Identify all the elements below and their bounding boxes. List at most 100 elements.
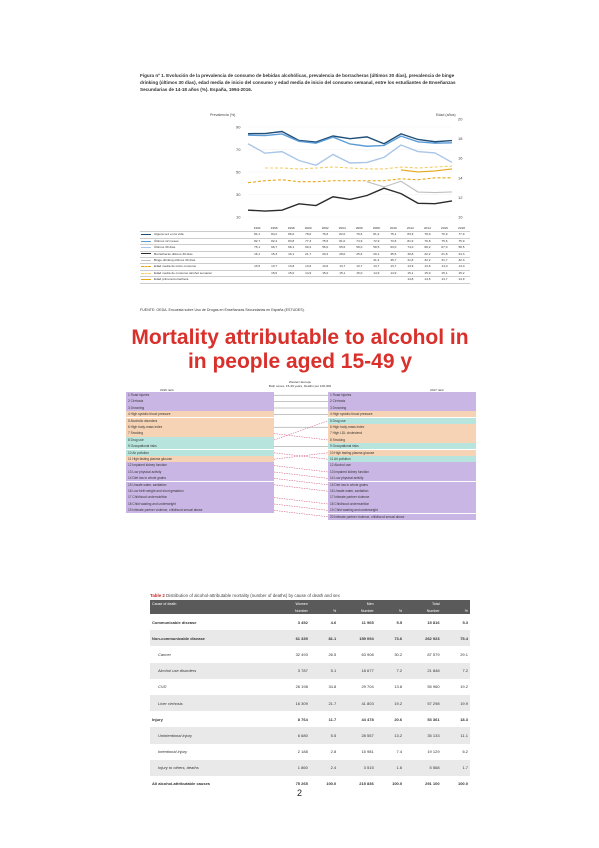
value-cell: 32,2 <box>418 257 436 265</box>
value-cell: 81,9 <box>401 238 419 246</box>
value-cell: 13,6 <box>316 263 334 271</box>
rank-connector <box>273 420 329 441</box>
left-rank-item: 16 Low birth weight and short gestation <box>126 488 274 495</box>
value-cell: 15,1 <box>435 270 453 278</box>
value-cell: 14,6 <box>418 276 436 284</box>
value-cell: 159 094 <box>338 630 376 647</box>
series-line <box>247 187 453 212</box>
row-label: Non-communicable disease <box>150 630 276 647</box>
value-cell <box>282 257 300 265</box>
value-cell <box>299 276 317 284</box>
value-cell: 2.8 <box>330 749 337 755</box>
value-cell: 13,5 <box>248 263 266 271</box>
value-cell: 215 836 <box>359 781 374 787</box>
year-cell: 2014 <box>418 226 436 233</box>
header-cell: Women <box>275 600 310 607</box>
table-row: Injury 8 764 11.7 44 478 20.6 53 361 18.3 <box>150 711 470 727</box>
value-cell: 28,0 <box>333 251 351 259</box>
value-cell: 35,6 <box>384 251 402 259</box>
left-tick-label: 50 <box>236 170 241 175</box>
rank-connector <box>273 484 329 492</box>
year-cell: 1994 <box>248 226 266 233</box>
value-cell: 14,7 <box>435 276 453 284</box>
value-cell: 73.6 <box>375 630 405 647</box>
value-cell: 78,0 <box>299 231 317 239</box>
year-cell: 2004 <box>333 226 351 233</box>
value-cell: 75,1 <box>248 244 266 252</box>
figure-2-subtitle1: Western Europe <box>288 380 312 384</box>
legend-swatch <box>141 259 151 261</box>
value-cell: 5 568 <box>404 759 442 776</box>
right-axis-label: Edad (años) <box>436 113 456 117</box>
rank-connector <box>273 510 329 518</box>
header-cell: Number <box>275 607 310 614</box>
value-cell <box>265 257 283 265</box>
value-cell: 15,1 <box>333 270 351 278</box>
header-cell: Number <box>338 607 376 614</box>
value-cell: 81,0 <box>333 238 351 246</box>
series-line <box>247 177 452 184</box>
left-rank-item: 7 Smoking <box>126 430 274 437</box>
value-cell <box>265 276 283 284</box>
value-cell: 20.6 <box>394 716 403 722</box>
table-row: Non-communicable disease 61 339 81.1 159 09… <box>150 630 470 647</box>
rank-connectors <box>273 394 329 518</box>
series-line <box>400 168 453 173</box>
value-cell: 83,8 <box>282 238 300 246</box>
right-rank-item: 9 Occupational risks <box>328 443 476 450</box>
value-cell <box>333 257 351 265</box>
value-cell: 14,0 <box>452 263 470 271</box>
row-label: CVD <box>158 684 167 690</box>
value-cell: 19.2 <box>375 694 405 712</box>
value-cell: 77,3 <box>299 238 317 246</box>
table-row: Communicable disease 3 452 4.6 11 965 5.5 15 … <box>150 614 470 630</box>
table-row: Edad media de inicio consumo 13,5 13,7 13,8… <box>140 263 470 271</box>
right-rank-item: 8 Smoking <box>328 436 476 443</box>
value-cell <box>282 276 300 284</box>
header-cell: % <box>375 607 405 614</box>
row-label: Liver cirrhosis <box>150 694 276 712</box>
row-label: Cancer <box>158 651 171 657</box>
series-label: Últimos 12 meses <box>154 238 179 243</box>
year-cell: 2012 <box>401 226 419 233</box>
value-cell: 7.2 <box>375 662 405 679</box>
value-cell: 16,1 <box>282 251 300 259</box>
value-cell: 5.1 <box>309 662 339 679</box>
right-tick-label: 12 <box>458 195 463 200</box>
table-row: Liver cirrhosis 16 309 21.7 41 803 19.2 57 29… <box>150 694 470 712</box>
left-rank-item: 12 Impaired kidney function <box>126 462 274 469</box>
table-row: Borracheras últimos 30 días 16,1 15,3 16,1 2… <box>140 251 470 259</box>
value-cell: 15,2 <box>452 270 470 278</box>
value-cell: 58,5 <box>367 244 385 252</box>
value-cell: 18.3 <box>460 716 468 722</box>
value-cell: 2 188 <box>297 749 308 755</box>
value-cell: 81,2 <box>367 231 385 239</box>
value-cell: 5.3 <box>462 619 468 625</box>
table-row: Alcohol use disorders 3 787 5.1 18 677 7.2 21… <box>150 662 470 679</box>
row-label: Injury <box>152 716 163 722</box>
right-rank-item: 13 Impaired kidney function <box>328 468 476 475</box>
series-label: Últimos 30 días <box>154 245 176 250</box>
value-cell: 75,6 <box>435 238 453 246</box>
value-cell: 5.5 <box>396 619 403 625</box>
value-cell: 2.4 <box>309 759 339 776</box>
right-rank-item: 11 Air pollution <box>328 456 476 463</box>
value-cell: 30.2 <box>394 651 403 657</box>
value-cell: 14,0 <box>435 263 453 271</box>
right-rank-item: 6 High body-mass index <box>328 424 476 431</box>
figure-2-title-line2: in people aged 15-49 y <box>187 350 413 373</box>
left-tick-label: 30 <box>236 192 241 197</box>
value-cell: 11.7 <box>328 716 337 722</box>
value-cell: 13,7 <box>333 263 351 271</box>
row-label: Intentional injury <box>158 749 188 755</box>
value-cell: 1.6 <box>375 759 405 776</box>
row-label: Communicable disease <box>152 619 197 625</box>
value-cell: 13,7 <box>384 263 402 271</box>
year-cell: 2008 <box>367 226 385 233</box>
rank-connector <box>273 452 329 460</box>
right-tick-label: 16 <box>458 156 463 161</box>
value-cell: 75,6 <box>316 238 334 246</box>
legend-swatch <box>141 253 151 255</box>
value-cell: 34.8 <box>328 684 337 690</box>
value-cell: 31,7 <box>435 257 453 265</box>
